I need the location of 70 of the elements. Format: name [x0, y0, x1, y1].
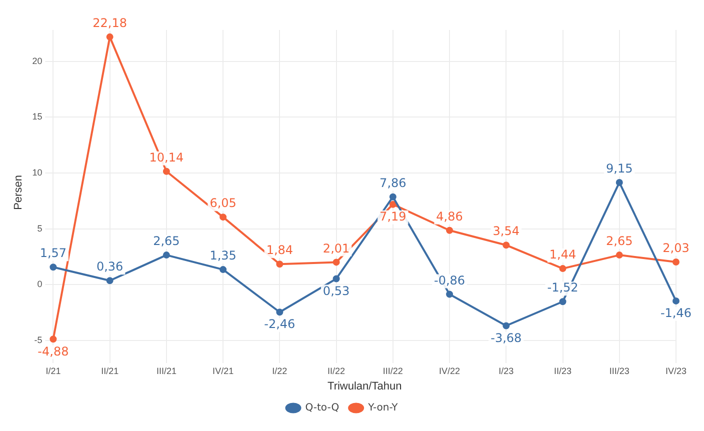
- x-tick-label: I/21: [46, 366, 61, 376]
- y-tick-label: 10: [32, 167, 42, 178]
- data-label: 1,44: [549, 248, 576, 262]
- point: [50, 264, 57, 271]
- y-tick-label: 0: [37, 279, 42, 290]
- data-label: 3,54: [492, 224, 520, 238]
- point: [502, 322, 510, 330]
- point: [672, 297, 680, 304]
- point: [220, 266, 227, 274]
- point: [332, 258, 340, 266]
- point: [672, 258, 680, 266]
- x-tick-label: IV/23: [665, 366, 687, 376]
- x-tick-label: II/23: [554, 366, 572, 376]
- point: [502, 242, 510, 249]
- point: [276, 308, 284, 316]
- y-tick-label: 15: [32, 112, 42, 122]
- y-tick-label: -5: [34, 334, 42, 345]
- data-label: 7,86: [380, 176, 406, 190]
- data-label: 2,65: [606, 234, 633, 248]
- data-label: 1,57: [40, 246, 67, 260]
- y-axis-title: Persen: [12, 175, 25, 210]
- data-label: 2,65: [153, 234, 180, 248]
- data-label: 2,01: [322, 241, 350, 256]
- point: [106, 33, 114, 40]
- data-label: 1,84: [266, 243, 294, 258]
- point: [559, 298, 566, 306]
- x-tick-label: I/22: [272, 366, 288, 376]
- point: [559, 265, 566, 272]
- data-label: -1,46: [660, 306, 692, 320]
- data-label: -2,46: [264, 317, 296, 332]
- data-label: 7,19: [380, 209, 406, 224]
- x-tick-label: III/23: [609, 366, 630, 376]
- data-label: -1,52: [547, 280, 578, 295]
- y-tick-label: 5: [37, 223, 42, 234]
- data-label: 1,35: [210, 248, 236, 263]
- data-label: 10,14: [149, 150, 184, 165]
- point: [162, 252, 170, 259]
- x-tick-label: III/21: [156, 366, 176, 376]
- point: [162, 168, 170, 175]
- point: [106, 277, 114, 284]
- x-tick-label: II/21: [101, 366, 119, 376]
- data-label: 4,86: [436, 209, 463, 224]
- point: [389, 193, 396, 200]
- x-tick-label: III/22: [382, 366, 403, 376]
- data-label: 0,36: [96, 260, 124, 274]
- data-label: -3,68: [490, 330, 522, 345]
- point: [276, 260, 284, 268]
- point: [389, 200, 396, 208]
- point: [332, 275, 340, 282]
- legend-label: Q-to-Q: [305, 402, 340, 414]
- legend-label: Y-on-Y: [367, 402, 399, 414]
- point: [616, 252, 623, 259]
- point: [220, 214, 227, 221]
- data-label: 9,15: [606, 162, 633, 176]
- point: [50, 336, 57, 343]
- data-label: -0,86: [434, 273, 466, 288]
- point: [446, 290, 454, 298]
- y-tick-label: 20: [32, 56, 42, 66]
- point: [616, 178, 623, 186]
- data-label: 2,03: [662, 241, 690, 256]
- data-label: -4,88: [38, 344, 69, 358]
- x-tick-label: I/23: [498, 366, 514, 376]
- x-tick-label: II/22: [328, 366, 346, 376]
- data-label: 6,05: [210, 196, 236, 210]
- x-axis-title: Triwulan/Tahun: [328, 380, 402, 392]
- point: [446, 226, 454, 234]
- x-tick-label: IV/22: [439, 366, 460, 376]
- data-label: 0,53: [322, 284, 350, 298]
- data-label: 22,18: [92, 16, 128, 30]
- x-tick-label: IV/21: [212, 366, 234, 376]
